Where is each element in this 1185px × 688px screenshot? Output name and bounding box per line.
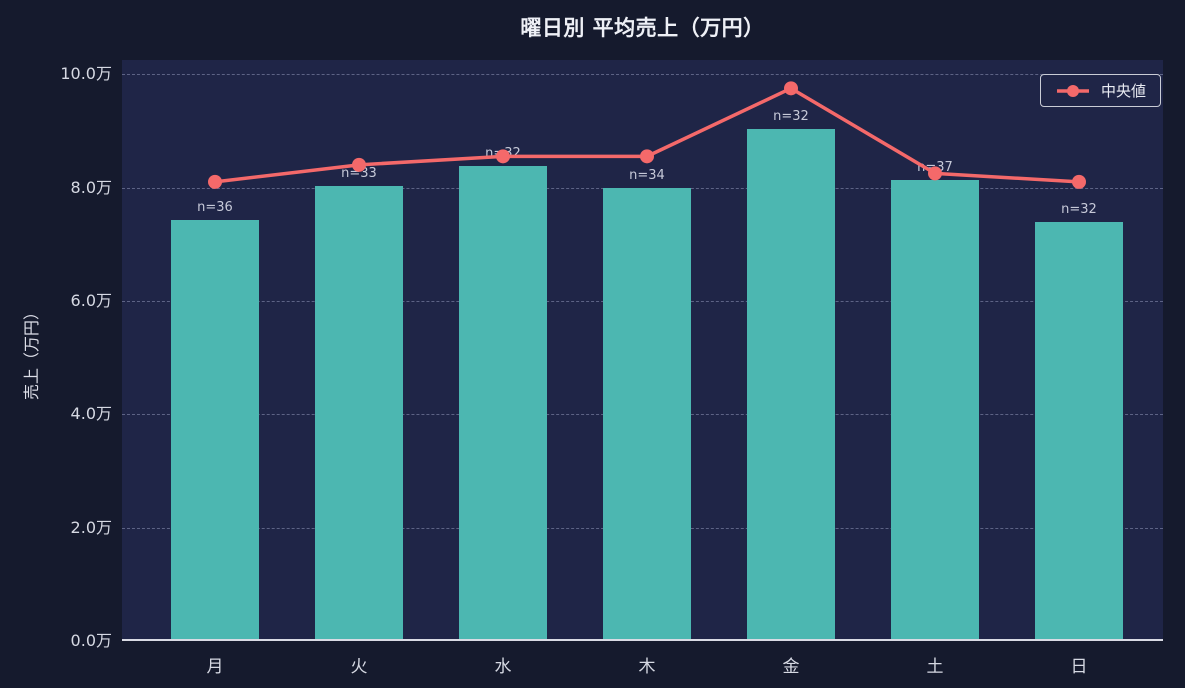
bar-木	[603, 188, 691, 639]
bar-水	[459, 165, 547, 639]
bar-count-label: n=33	[341, 165, 377, 181]
y-tick-label: 6.0万	[70, 290, 112, 310]
y-tick-label: 2.0万	[70, 517, 112, 537]
legend: 中央値	[1039, 74, 1161, 107]
bar-土	[891, 179, 979, 639]
bar-日	[1035, 222, 1123, 639]
x-tick-label: 土	[926, 657, 944, 677]
bar-count-label: n=32	[1061, 202, 1097, 218]
median-line-chart	[208, 81, 1086, 189]
x-tick-label: 火	[350, 657, 368, 677]
legend-line-marker-icon	[1056, 84, 1089, 97]
y-tick-label: 10.0万	[60, 64, 112, 84]
chart-title: 曜日別 平均売上（万円）	[520, 16, 765, 40]
y-tick-label: 8.0万	[70, 177, 112, 197]
bar-count-label: n=36	[197, 199, 233, 215]
x-tick-label: 日	[1070, 657, 1088, 677]
gridline	[122, 74, 1163, 76]
x-tick-label: 月	[206, 657, 224, 677]
x-tick-label: 水	[494, 657, 512, 677]
bar-count-label: n=32	[773, 108, 809, 124]
legend-label: 中央値	[1100, 82, 1146, 100]
bar-火	[315, 185, 403, 639]
bar-月	[171, 219, 259, 639]
y-axis-title: 売上（万円）	[22, 303, 41, 401]
x-tick-label: 金	[782, 657, 800, 677]
y-tick-label: 0.0万	[70, 631, 112, 650]
y-tick-label: 4.0万	[70, 404, 112, 424]
plot-area: n=36n=33n=32n=34n=32n=37n=32	[122, 60, 1163, 641]
bar-金	[747, 128, 835, 639]
gridline	[122, 187, 1163, 189]
bar-count-label: n=34	[629, 168, 665, 184]
x-tick-label: 木	[638, 657, 656, 677]
